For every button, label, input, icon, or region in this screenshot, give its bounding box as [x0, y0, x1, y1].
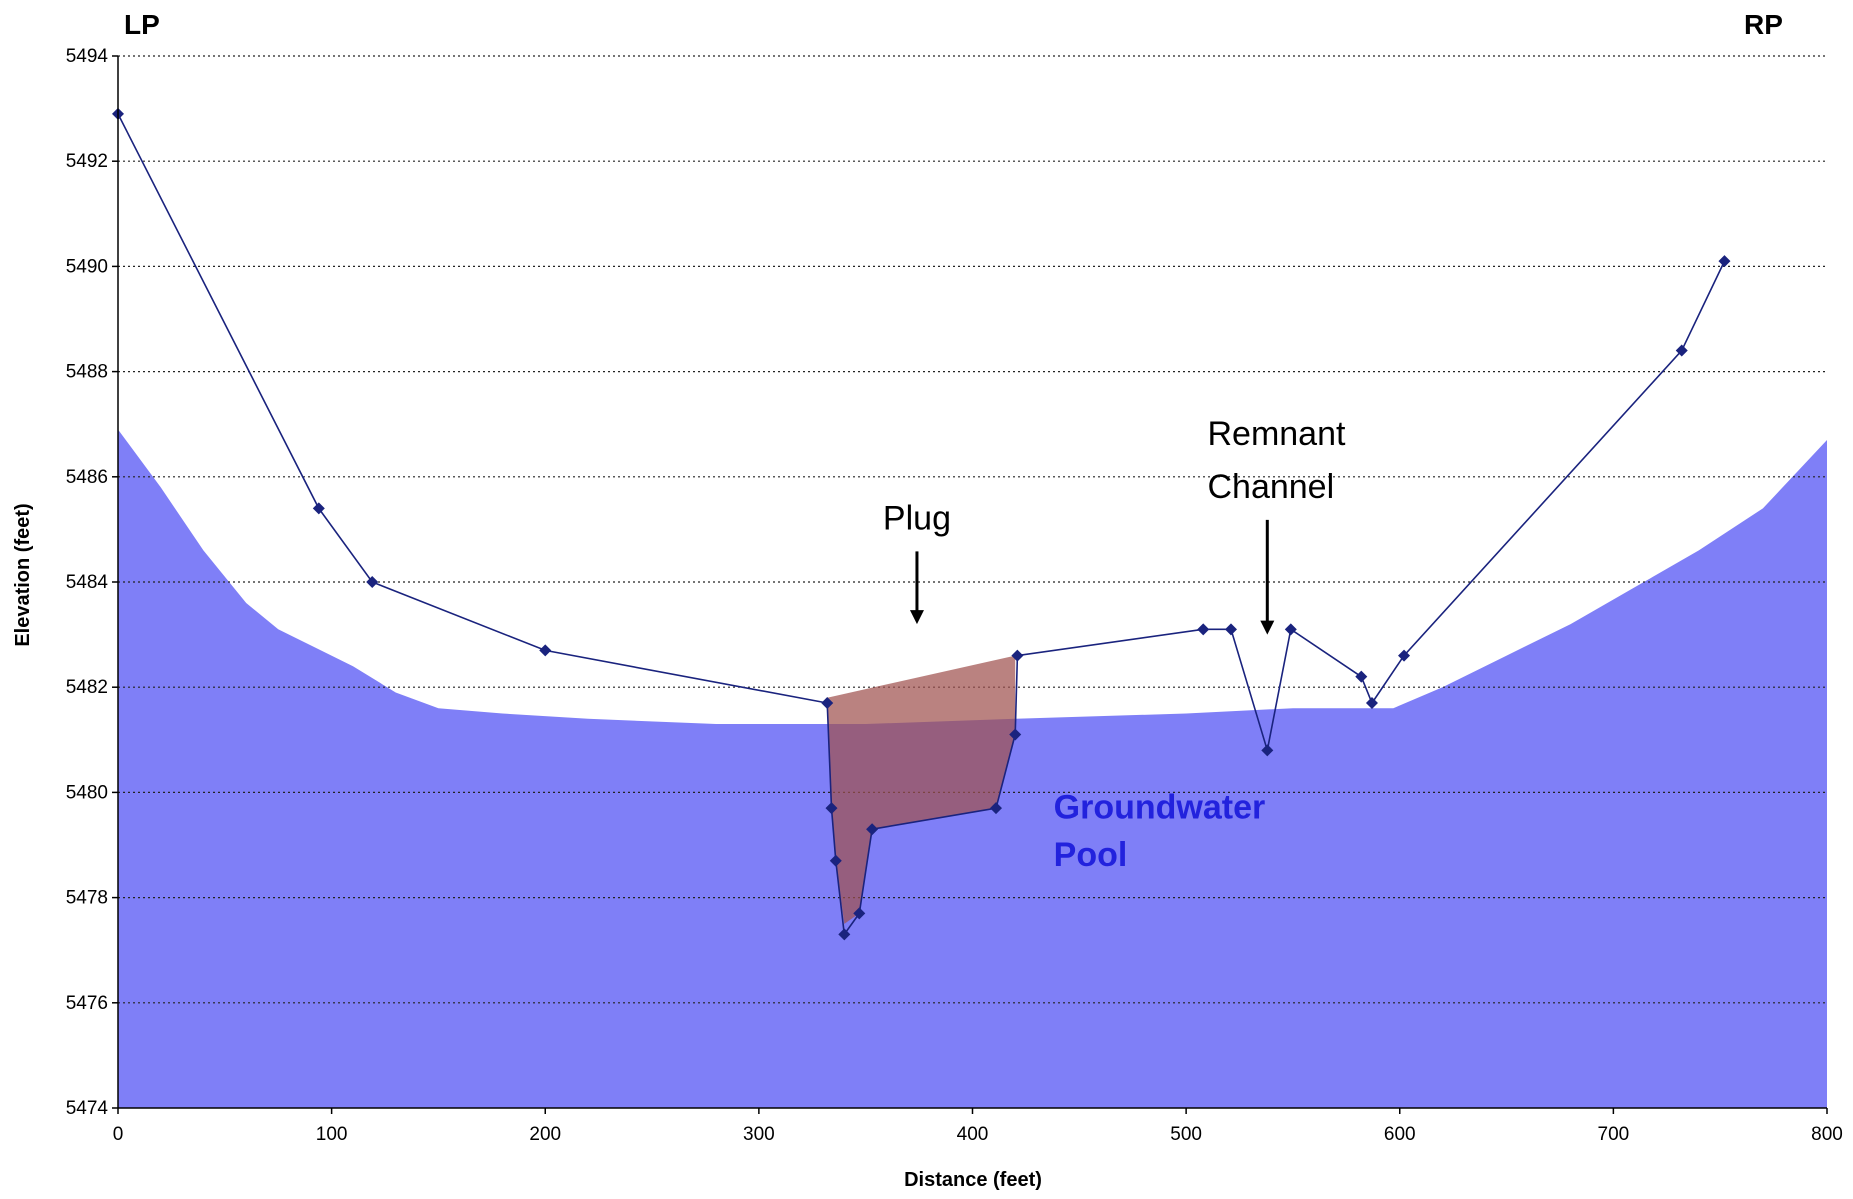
annotation-channel: Channel — [1207, 468, 1334, 506]
survey-point-marker — [1224, 623, 1237, 636]
right-point-label: RP — [1744, 9, 1783, 40]
x-axis-title: Distance (feet) — [904, 1169, 1042, 1191]
survey-point-marker — [866, 823, 879, 836]
annotation-groundwater: Groundwater — [1054, 789, 1266, 827]
y-tick-label: 5482 — [66, 677, 108, 698]
x-tick-label: 200 — [529, 1124, 561, 1145]
x-tick-label: 300 — [743, 1124, 775, 1145]
annotation-plug: Plug — [883, 499, 951, 537]
y-tick-label: 5484 — [66, 572, 109, 593]
x-tick-label: 100 — [316, 1124, 348, 1145]
survey-point-marker — [1011, 649, 1024, 662]
x-tick-label: 700 — [1598, 1124, 1630, 1145]
x-tick-label: 400 — [957, 1124, 989, 1145]
left-point-label: LP — [124, 9, 160, 40]
y-axis-title: Elevation (feet) — [12, 503, 34, 646]
y-tick-label: 5490 — [66, 256, 108, 277]
x-tick-label: 500 — [1170, 1124, 1202, 1145]
x-tick-label: 0 — [113, 1124, 124, 1145]
annotation-arrow-head — [1260, 620, 1275, 635]
y-tick-label: 5476 — [66, 993, 108, 1014]
survey-point-marker — [539, 644, 552, 657]
survey-point-marker — [1718, 255, 1731, 268]
survey-point-marker — [1398, 649, 1411, 662]
survey-point-marker — [1261, 744, 1274, 757]
survey-point-marker — [829, 854, 842, 867]
x-tick-label: 800 — [1811, 1124, 1843, 1145]
survey-point-marker — [825, 802, 838, 815]
annotation-arrow-head — [909, 610, 924, 625]
survey-point-marker — [838, 928, 851, 941]
y-tick-label: 5494 — [66, 46, 109, 67]
survey-point-marker — [1365, 696, 1378, 709]
survey-point-marker — [989, 802, 1002, 815]
survey-point-marker — [1197, 623, 1210, 636]
x-tick-label: 600 — [1384, 1124, 1416, 1145]
survey-point-marker — [1355, 670, 1368, 683]
y-tick-label: 5478 — [66, 888, 108, 909]
survey-point-marker — [1675, 344, 1688, 357]
survey-point-marker — [1009, 728, 1022, 741]
y-tick-label: 5486 — [66, 467, 108, 488]
survey-point-marker — [1284, 623, 1297, 636]
survey-point-marker — [853, 907, 866, 920]
annotation-remnant: Remnant — [1207, 415, 1346, 453]
survey-point-marker — [821, 696, 834, 709]
y-tick-label: 5492 — [66, 151, 108, 172]
survey-point-marker — [366, 576, 379, 588]
annotation-pool: Pool — [1054, 836, 1128, 874]
y-tick-label: 5480 — [66, 782, 108, 803]
ground-surface-line — [117, 113, 1726, 937]
survey-point-marker — [312, 502, 325, 515]
y-tick-label: 5488 — [66, 362, 108, 383]
plug-fill — [827, 655, 1016, 924]
y-tick-label: 5474 — [66, 1098, 109, 1119]
